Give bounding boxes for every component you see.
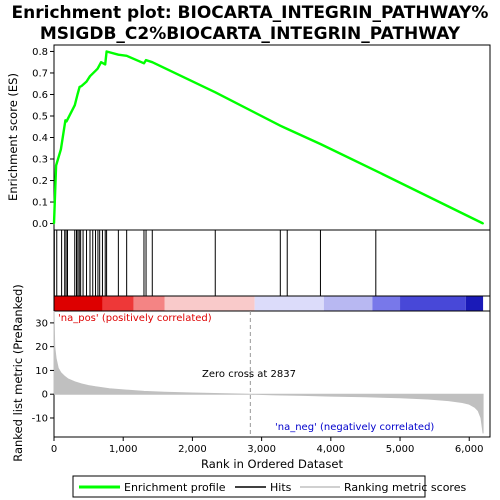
es-y-axis-label: Enrichment score (ES) xyxy=(6,73,20,201)
enrichment-profile-point xyxy=(482,222,484,225)
es-plot-frame xyxy=(53,44,491,231)
x-tick-label: 2,000 xyxy=(178,444,207,455)
x-tick-label: 4,000 xyxy=(317,444,346,455)
enrichment-profile-point xyxy=(73,104,76,107)
rank-y-tick-label: 10 xyxy=(35,366,48,377)
enrichment-profile-point xyxy=(151,61,154,64)
heatmap-segment xyxy=(164,296,255,311)
enrichment-profile-point xyxy=(64,119,67,122)
chart-title-line2: MSIGDB_C2%BIOCARTA_INTEGRIN_PATHWAY xyxy=(40,24,461,44)
rank-y-tick-label: 20 xyxy=(35,342,48,353)
enrichment-profile-point xyxy=(60,148,62,151)
enrichment-profile-point xyxy=(374,169,377,172)
enrichment-profile-point xyxy=(53,222,55,225)
chart-title-line1: Enrichment plot: BIOCARTA_INTEGRIN_PATHW… xyxy=(12,3,489,23)
es-y-tick-label: 0.6 xyxy=(32,90,48,101)
heatmap-segment xyxy=(133,296,165,311)
enrichment-profile-point xyxy=(78,86,81,88)
rank-y-axis-label: Ranked list metric (PreRanked) xyxy=(11,284,25,462)
enrichment-profile-point xyxy=(55,164,57,167)
es-y-tick-label: 0.4 xyxy=(32,133,48,144)
heatmap-segment xyxy=(372,296,401,311)
enrichment-profile-series xyxy=(52,50,484,225)
es-y-ticks: 0.0 0.1 0.2 0.3 0.4 0.5 0.6 0.7 0.8 xyxy=(32,47,54,230)
heatmap-segment xyxy=(323,296,373,311)
enrichment-profile-point xyxy=(286,127,289,130)
enrichment-profile-point xyxy=(105,50,108,53)
hits-panel xyxy=(53,229,491,297)
neg-correlated-label: 'na_neg' (negatively correlated) xyxy=(275,422,434,433)
es-y-tick-label: 0.5 xyxy=(32,111,48,122)
heatmap-segment xyxy=(54,296,103,311)
legend-ranking-metric-label: Ranking metric scores xyxy=(344,481,466,494)
x-tick-label: 3,000 xyxy=(247,444,276,455)
enrichment-profile-point xyxy=(89,75,91,78)
x-tick-label: 0 xyxy=(51,444,57,455)
enrichment-profile-point xyxy=(214,91,217,94)
enrichment-profile-point xyxy=(125,54,128,57)
x-tick-label: 6,000 xyxy=(455,444,484,455)
es-panel: 0.0 0.1 0.2 0.3 0.4 0.5 0.6 0.7 0.8 Enrichment s… xyxy=(6,44,491,231)
enrichment-profile-point xyxy=(279,124,282,127)
es-y-tick-label: 0.3 xyxy=(32,155,48,166)
es-y-tick-label: 0.7 xyxy=(32,68,48,79)
rank-y-tick-label: 30 xyxy=(35,318,48,329)
ranking-metric-series xyxy=(53,310,484,434)
rank-plot-frame xyxy=(53,310,491,438)
es-y-tick-label: 0.2 xyxy=(32,176,48,187)
x-axis-label: Rank in Ordered Dataset xyxy=(201,457,344,471)
legend-hits-label: Hits xyxy=(270,481,292,494)
enrichment-profile-point xyxy=(94,69,97,72)
rank-panel: -10 0 10 20 30 Zero cross at 2837 'na_pos' (… xyxy=(11,284,491,462)
zero-cross-label: Zero cross at 2837 xyxy=(202,369,296,380)
enrichment-profile-point xyxy=(80,85,83,87)
enrichment-profile-point xyxy=(145,59,147,61)
x-tick-label: 5,000 xyxy=(386,444,415,455)
enrichment-profile-point xyxy=(319,143,322,145)
enrichment-profile-point xyxy=(65,120,68,123)
x-axis-ticks: 0 1,000 2,000 3,000 4,000 5,000 6,000 xyxy=(51,437,484,455)
hits-frame xyxy=(53,229,491,297)
enrichment-profile-point xyxy=(96,67,99,70)
heatmap-panel xyxy=(53,295,491,312)
enrichment-profile-point xyxy=(117,53,120,56)
ranking-metric-area xyxy=(53,310,484,434)
es-y-tick-label: 0.1 xyxy=(32,198,48,209)
heatmap-segment xyxy=(400,296,466,311)
x-tick-label: 1,000 xyxy=(109,444,138,455)
enrichment-profile-point xyxy=(104,63,107,66)
rank-y-tick-label: -10 xyxy=(32,413,48,424)
heatmap-segment xyxy=(465,296,484,311)
legend-enrichment-profile-label: Enrichment profile xyxy=(124,481,226,494)
heatmap-segment xyxy=(254,296,324,311)
rank-y-ticks: -10 0 10 20 30 xyxy=(32,318,54,424)
rank-y-tick-label: 0 xyxy=(42,390,48,401)
enrichment-profile-point xyxy=(76,93,79,96)
hit-marks xyxy=(53,230,377,296)
es-y-tick-label: 0.0 xyxy=(32,219,48,230)
es-y-tick-label: 0.8 xyxy=(32,47,48,58)
enrichment-profile-point xyxy=(85,80,88,83)
heatmap-segment xyxy=(102,296,134,311)
enrichment-profile-point xyxy=(100,61,102,64)
pos-correlated-label: 'na_pos' (positively correlated) xyxy=(58,313,212,324)
ranking-heatmap-bar xyxy=(54,296,484,311)
legend: Enrichment profile Hits Ranking metric s… xyxy=(72,475,466,498)
enrichment-profile-point xyxy=(143,62,145,65)
